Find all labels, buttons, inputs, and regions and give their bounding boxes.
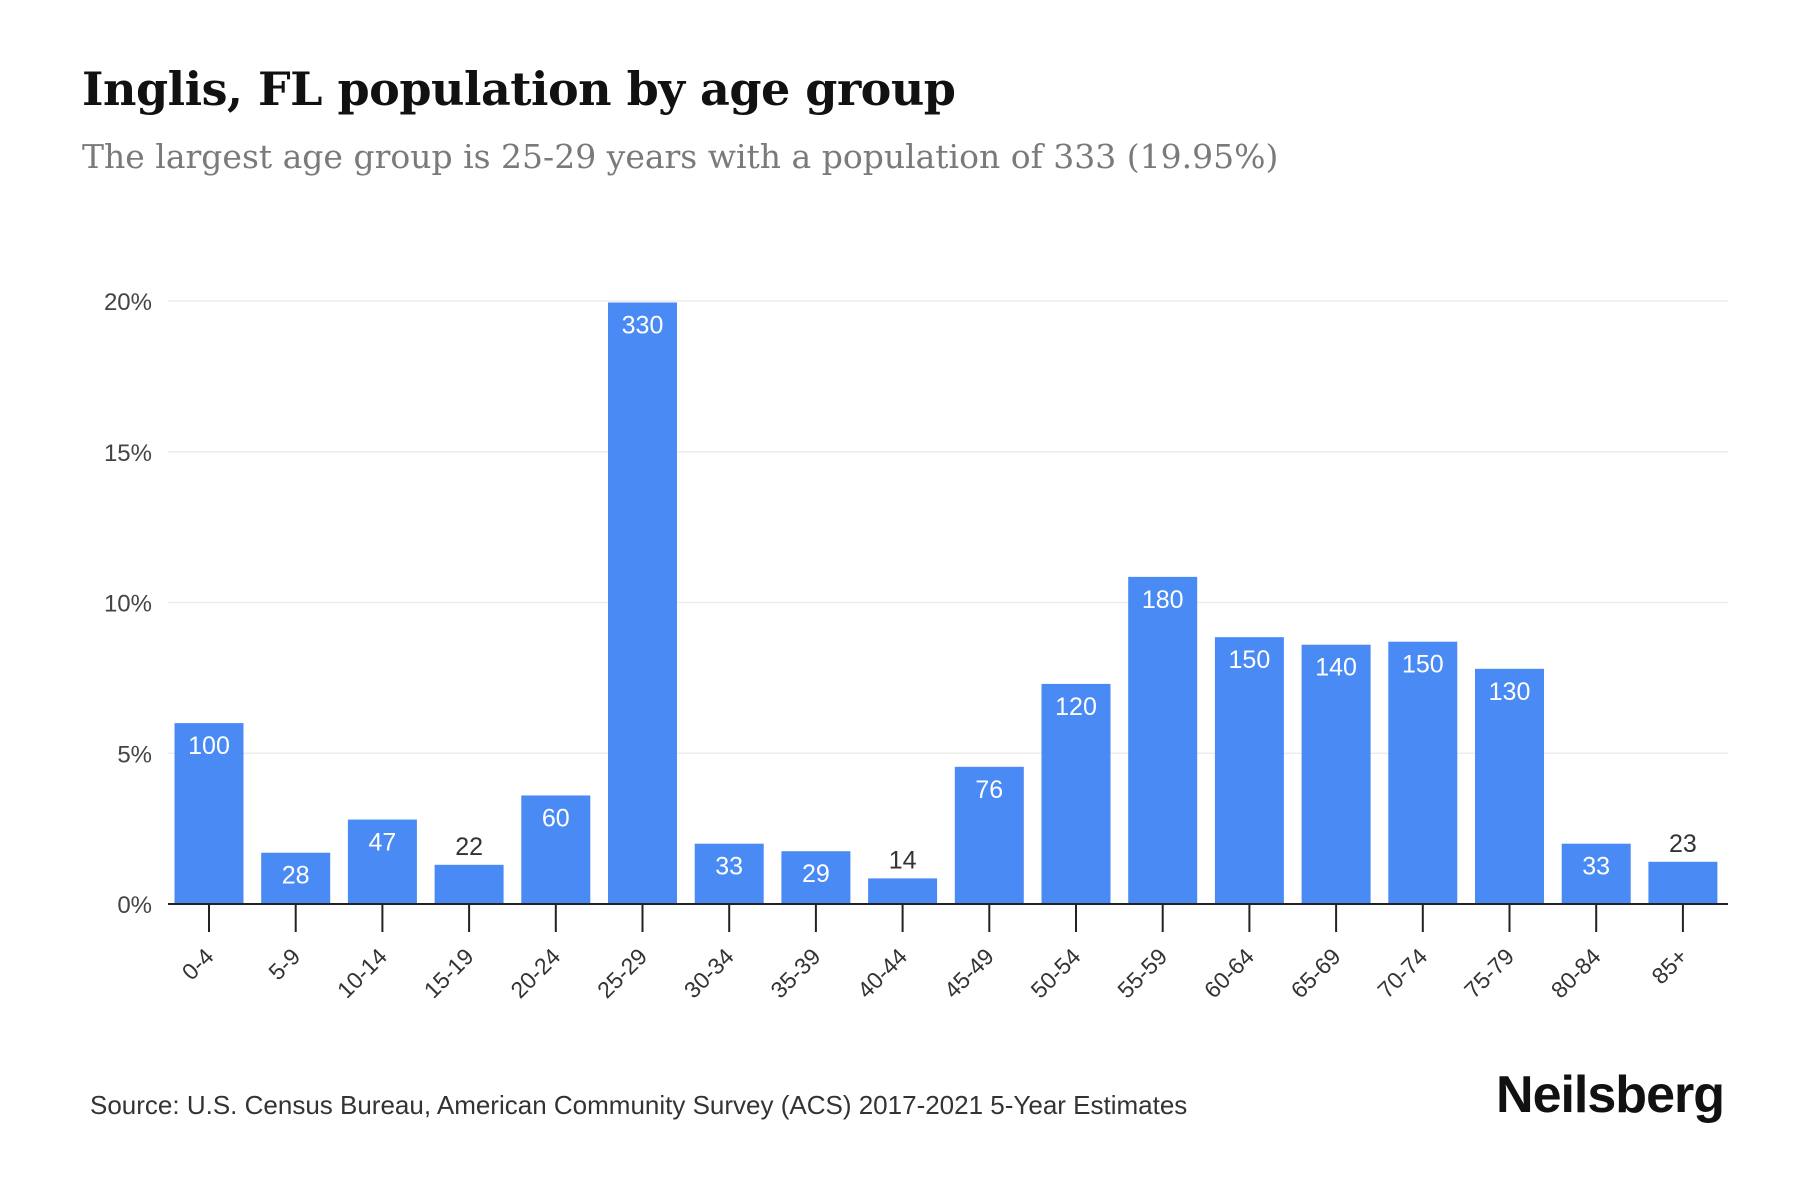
- x-tick-label: 40-44: [852, 943, 912, 1003]
- y-axis-ticks: 0% 5% 10% 15% 20%: [104, 289, 152, 919]
- x-tick-label: 35-39: [765, 943, 825, 1003]
- x-tick-label: 75-79: [1459, 943, 1519, 1003]
- bar-value-label: 29: [802, 860, 830, 888]
- bar: [261, 852, 331, 904]
- bar-value-label: 22: [455, 833, 483, 861]
- y-tick-label: 20%: [104, 289, 152, 316]
- bar-value-label: 130: [1489, 678, 1531, 706]
- bar-value-label: 47: [368, 829, 396, 857]
- x-tick-label: 0-4: [177, 943, 219, 985]
- x-tick-label: 65-69: [1286, 943, 1346, 1003]
- bar: [781, 851, 851, 904]
- x-tick-label: 55-59: [1112, 943, 1172, 1003]
- bar-value-label: 150: [1229, 646, 1271, 674]
- x-tick-label: 85+: [1646, 943, 1692, 989]
- x-tick-label: 60-64: [1199, 943, 1259, 1003]
- bar: [1214, 637, 1284, 904]
- bar-value-labels: 100 28 47 22 60 330 33 29 14 76 120 180 150 140 150 130…: [188, 312, 1697, 890]
- y-tick-label: 15%: [104, 440, 152, 467]
- x-tick-label: 10-14: [332, 943, 392, 1003]
- bars: [174, 302, 1718, 904]
- y-tick-label: 0%: [117, 892, 152, 919]
- brand-logo: Neilsberg: [1496, 1066, 1725, 1124]
- bar-value-label: 140: [1315, 654, 1357, 682]
- x-tick-label: 45-49: [939, 943, 999, 1003]
- bar-value-label: 180: [1142, 586, 1184, 614]
- bar: [1561, 843, 1631, 904]
- x-tick-label: 70-74: [1372, 943, 1432, 1003]
- bar: [174, 723, 244, 904]
- x-tick-label: 25-29: [592, 943, 652, 1003]
- bar: [608, 302, 677, 904]
- bar: [1041, 683, 1111, 904]
- bar-value-label: 76: [975, 776, 1003, 804]
- bar: [521, 795, 591, 904]
- y-tick-label: 10%: [104, 591, 152, 618]
- x-tick-label: 80-84: [1546, 943, 1606, 1003]
- bar: [868, 878, 938, 904]
- bar: [434, 864, 504, 904]
- bar: [954, 766, 1024, 904]
- y-tick-label: 5%: [117, 741, 152, 768]
- bar-value-label: 150: [1402, 651, 1444, 679]
- bar-value-label: 330: [622, 312, 664, 340]
- x-tick-label: 5-9: [263, 943, 305, 985]
- bar-value-label: 33: [715, 853, 743, 881]
- chart-title: Inglis, FL population by age group: [82, 62, 956, 116]
- x-axis-ticks: 0-4 5-9 10-14 15-19 20-24 25-29 30-34 35-39 40-4…: [177, 904, 1692, 1003]
- bar: [1475, 668, 1544, 904]
- bar-value-label: 120: [1055, 693, 1097, 721]
- bar-value-label: 14: [889, 846, 917, 874]
- bar: [347, 819, 417, 904]
- bar: [1648, 861, 1718, 904]
- gridlines: [168, 300, 1728, 754]
- bar-value-label: 60: [542, 804, 570, 832]
- x-tick-label: 30-34: [679, 943, 739, 1003]
- chart-subtitle: The largest age group is 25-29 years wit…: [82, 137, 1279, 176]
- bar: [1128, 576, 1198, 904]
- bar-value-label: 28: [282, 862, 310, 890]
- x-tick-label: 15-19: [419, 943, 479, 1003]
- bar: [694, 843, 764, 904]
- bar-value-label: 33: [1582, 853, 1610, 881]
- source-note: Source: U.S. Census Bureau, American Com…: [90, 1090, 1188, 1120]
- bar: [1388, 641, 1458, 904]
- bar-value-label: 100: [188, 732, 230, 760]
- bar: [1301, 644, 1371, 904]
- bar-value-label: 23: [1669, 830, 1697, 858]
- x-tick-label: 50-54: [1026, 943, 1086, 1003]
- x-tick-label: 20-24: [505, 943, 565, 1003]
